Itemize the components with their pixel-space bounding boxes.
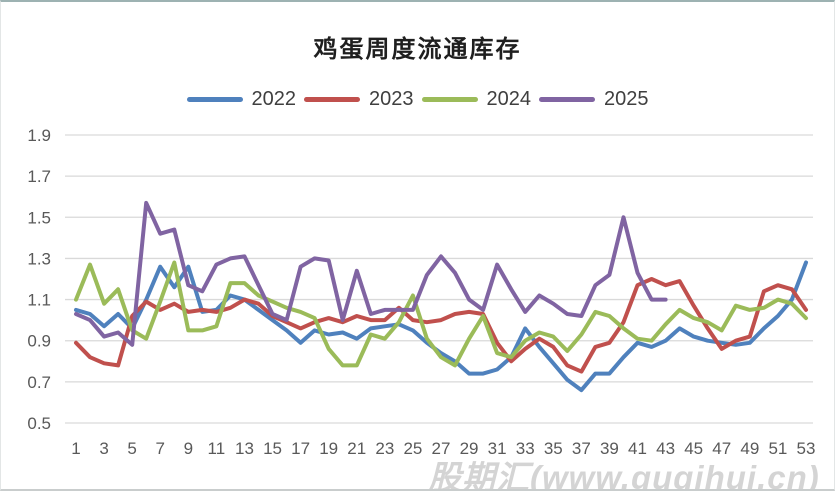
- x-tick-label: 53: [797, 439, 816, 458]
- x-tick-label: 49: [740, 439, 759, 458]
- chart-legend: 2022 2023 2024 2025: [1, 88, 834, 111]
- x-tick-label: 11: [208, 439, 226, 458]
- x-tick-label: 47: [712, 439, 731, 458]
- x-tick-label: 51: [768, 439, 787, 458]
- x-tick-label: 45: [684, 439, 703, 458]
- legend-label-2023: 2023: [369, 88, 414, 110]
- legend-item-2023: 2023: [304, 88, 414, 111]
- x-tick-label: 3: [99, 439, 108, 458]
- x-tick-label: 43: [656, 439, 675, 458]
- legend-label-2024: 2024: [486, 88, 532, 110]
- y-tick-label: 1.5: [27, 208, 51, 227]
- series-line-2024: [74, 260, 808, 368]
- watermark-text: 股期汇(www.guqihui.cn): [428, 459, 820, 491]
- x-tick-label: 13: [235, 439, 254, 458]
- legend-swatch-2024: [421, 97, 478, 102]
- y-tick-label: 1.1: [27, 291, 51, 310]
- y-tick-label: 0.9: [27, 332, 51, 351]
- legend-swatch-2025: [539, 97, 595, 102]
- x-tick-label: 31: [488, 439, 507, 458]
- y-tick-label: 0.7: [27, 373, 51, 392]
- x-tick-label: 21: [347, 439, 366, 458]
- series-line-2025: [74, 200, 668, 347]
- legend-swatch-2022: [186, 97, 243, 102]
- legend-swatch-2023: [304, 97, 360, 102]
- x-tick-label: 37: [572, 439, 591, 458]
- x-tick-label: 27: [432, 439, 451, 458]
- x-tick-label: 23: [375, 439, 394, 458]
- series-line-2022: [74, 260, 808, 393]
- chart-title: 鸡蛋周度流通库存: [313, 37, 522, 63]
- x-tick-label: 9: [184, 439, 193, 458]
- legend-label-2025: 2025: [604, 88, 649, 110]
- y-tick-label: 1.9: [27, 126, 51, 145]
- legend-item-2025: 2025: [539, 88, 649, 111]
- x-tick-label: 33: [516, 439, 535, 458]
- x-tick-label: 29: [460, 439, 479, 458]
- legend-item-2024: 2024: [421, 88, 532, 111]
- x-tick-label: 17: [291, 439, 310, 458]
- y-tick-label: 1.3: [27, 249, 51, 268]
- legend-label-2022: 2022: [251, 88, 297, 110]
- x-tick-label: 35: [544, 439, 563, 458]
- x-tick-label: 39: [600, 439, 619, 458]
- y-tick-label: 1.7: [27, 167, 51, 186]
- x-tick-label: 25: [403, 439, 422, 458]
- x-tick-label: 15: [263, 439, 282, 458]
- x-tick-label: 19: [319, 439, 338, 458]
- x-tick-label: 41: [628, 439, 647, 458]
- y-tick-label: 0.5: [27, 414, 51, 433]
- x-tick-label: 1: [71, 439, 80, 458]
- x-tick-label: 5: [127, 439, 136, 458]
- series-line-2023: [74, 277, 808, 374]
- x-tick-label: 7: [155, 439, 164, 458]
- legend-item-2022: 2022: [186, 88, 297, 111]
